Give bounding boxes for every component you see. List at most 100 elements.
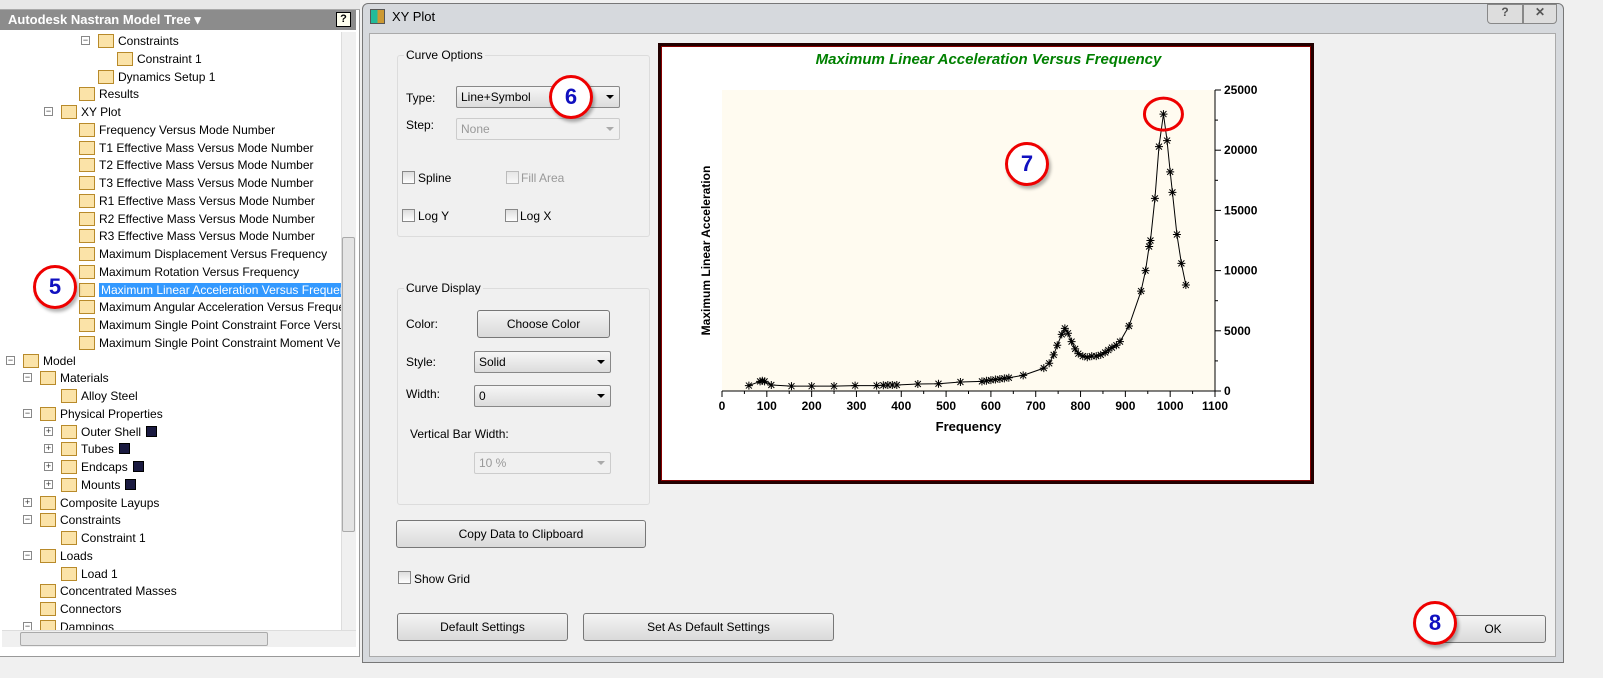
style-select[interactable]: Solid xyxy=(474,351,611,373)
tree-node-icon xyxy=(40,495,56,510)
show-grid-checkbox[interactable] xyxy=(398,571,411,584)
x-tick-label: 0 xyxy=(719,399,726,413)
annotation-5: 5 xyxy=(33,265,77,309)
data-point xyxy=(758,376,767,385)
data-point xyxy=(1163,136,1172,145)
tree-item[interactable]: + Tubes xyxy=(44,440,130,458)
log-y-checkbox[interactable] xyxy=(402,209,415,222)
expand-icon[interactable]: + xyxy=(44,425,53,436)
collapse-icon[interactable]: − xyxy=(23,549,32,560)
ok-button[interactable]: OK xyxy=(1440,615,1546,643)
plot-area xyxy=(722,90,1215,391)
tree-item[interactable]: − Constraints xyxy=(23,511,121,529)
tree-item[interactable]: − Materials xyxy=(23,369,109,387)
x-tick-label: 700 xyxy=(1026,399,1046,413)
tree-item[interactable]: Alloy Steel xyxy=(61,387,138,405)
step-label: Step: xyxy=(406,118,435,132)
vertical-scroll-thumb[interactable] xyxy=(342,237,355,532)
tree-item[interactable]: + Outer Shell xyxy=(44,423,158,441)
tree-item[interactable]: + Mounts xyxy=(44,476,137,494)
vertical-bar-width-select[interactable]: 10 % xyxy=(474,452,611,474)
tree-item[interactable]: Maximum Single Point Constraint Force Ve… xyxy=(79,316,350,334)
set-as-default-button[interactable]: Set As Default Settings xyxy=(583,613,834,641)
y-tick-label: 20000 xyxy=(1224,143,1258,157)
data-point xyxy=(767,380,776,389)
tree-node-icon xyxy=(61,389,77,403)
model-tree-header[interactable]: Autodesk Nastran Model Tree ▾ xyxy=(0,10,356,30)
xy-chart: Maximum Linear Acceleration Versus Frequ… xyxy=(699,51,1258,434)
tree-item-label: Alloy Steel xyxy=(81,389,138,403)
fill-area-checkbox[interactable] xyxy=(506,171,519,184)
tree-item[interactable]: − Loads xyxy=(23,547,93,565)
tree-node-icon xyxy=(61,460,77,474)
tree-item[interactable]: − Constraints xyxy=(81,32,179,50)
tree-item[interactable]: Maximum Linear Acceleration Versus Frequ… xyxy=(79,281,355,299)
tree-item[interactable]: Load 1 xyxy=(61,565,118,583)
x-tick-label: 1100 xyxy=(1202,399,1228,413)
tree-item[interactable]: T1 Effective Mass Versus Mode Number xyxy=(79,139,314,157)
type-select[interactable]: Line+Symbol xyxy=(456,86,620,108)
tree-item[interactable]: + Composite Layups xyxy=(23,494,159,512)
tree-item-label: Constraints xyxy=(60,513,121,528)
copy-data-button[interactable]: Copy Data to Clipboard xyxy=(396,520,646,548)
tree-item[interactable]: T2 Effective Mass Versus Mode Number xyxy=(79,156,314,174)
data-point xyxy=(1049,350,1058,359)
color-swatch xyxy=(132,461,144,472)
tree-item[interactable]: Dynamics Setup 1 xyxy=(98,68,215,86)
annotation-8: 8 xyxy=(1413,601,1457,645)
tree-item[interactable]: − XY Plot xyxy=(44,103,121,121)
expand-icon[interactable]: + xyxy=(44,461,53,471)
collapse-icon[interactable]: − xyxy=(6,354,15,365)
tree-item[interactable]: − Physical Properties xyxy=(23,405,163,423)
collapse-icon[interactable]: − xyxy=(23,372,32,383)
tree-item[interactable]: Maximum Displacement Versus Frequency xyxy=(79,245,327,263)
x-tick-label: 400 xyxy=(891,399,911,413)
tree-node-icon xyxy=(61,477,77,492)
tree-item[interactable]: Maximum Angular Acceleration Versus Freq… xyxy=(79,298,345,316)
collapse-icon[interactable]: − xyxy=(81,35,90,45)
group-label: Curve Display xyxy=(404,281,483,295)
tree-item[interactable]: Results xyxy=(79,85,139,103)
close-button[interactable]: ✕ xyxy=(1523,4,1557,24)
chevron-down-icon xyxy=(597,394,605,398)
expand-icon[interactable]: + xyxy=(44,443,53,454)
y-tick-label: 10000 xyxy=(1224,264,1258,278)
spline-checkbox[interactable] xyxy=(402,171,415,184)
data-point xyxy=(1057,330,1066,339)
width-select[interactable]: 0 xyxy=(474,385,611,407)
tree-item[interactable]: Constraint 1 xyxy=(61,529,146,547)
chevron-down-icon xyxy=(597,461,605,465)
collapse-icon[interactable]: − xyxy=(44,106,53,116)
tree-node-icon xyxy=(79,158,95,173)
data-point xyxy=(756,377,765,386)
tree-item[interactable]: Frequency Versus Mode Number xyxy=(79,121,275,139)
tree-node-icon xyxy=(117,51,133,66)
tree-item[interactable]: R2 Effective Mass Versus Mode Number xyxy=(79,210,315,228)
help-button[interactable]: ? xyxy=(1487,4,1523,24)
vertical-bar-width-label: Vertical Bar Width: xyxy=(410,427,509,441)
tree-item[interactable]: Connectors xyxy=(40,600,121,618)
data-point xyxy=(807,382,816,391)
collapse-icon[interactable]: − xyxy=(23,407,32,418)
tree-item[interactable]: − Model xyxy=(6,352,76,370)
tree-node-icon xyxy=(79,211,95,226)
tree-item[interactable]: Constraint 1 xyxy=(117,50,202,68)
tree-item[interactable]: T3 Effective Mass Versus Mode Number xyxy=(79,174,314,192)
tree-node-icon xyxy=(40,406,56,421)
tree-item[interactable]: R1 Effective Mass Versus Mode Number xyxy=(79,192,315,210)
help-icon[interactable]: ? xyxy=(336,12,351,27)
tree-item[interactable]: R3 Effective Mass Versus Mode Number xyxy=(79,227,315,245)
expand-icon[interactable]: + xyxy=(44,478,53,489)
choose-color-button[interactable]: Choose Color xyxy=(477,310,610,338)
tree-item[interactable]: Maximum Rotation Versus Frequency xyxy=(79,263,299,281)
log-x-checkbox[interactable] xyxy=(505,209,518,222)
expand-icon[interactable]: + xyxy=(23,496,32,507)
step-select[interactable]: None xyxy=(456,118,620,140)
tree-item[interactable]: Maximum Single Point Constraint Moment V… xyxy=(79,334,340,352)
data-point xyxy=(1053,341,1062,350)
tree-item[interactable]: Concentrated Masses xyxy=(40,582,177,600)
default-settings-button[interactable]: Default Settings xyxy=(397,613,568,641)
collapse-icon[interactable]: − xyxy=(23,514,32,525)
horizontal-scroll-thumb[interactable] xyxy=(20,632,268,646)
tree-item[interactable]: + Endcaps xyxy=(44,458,144,476)
